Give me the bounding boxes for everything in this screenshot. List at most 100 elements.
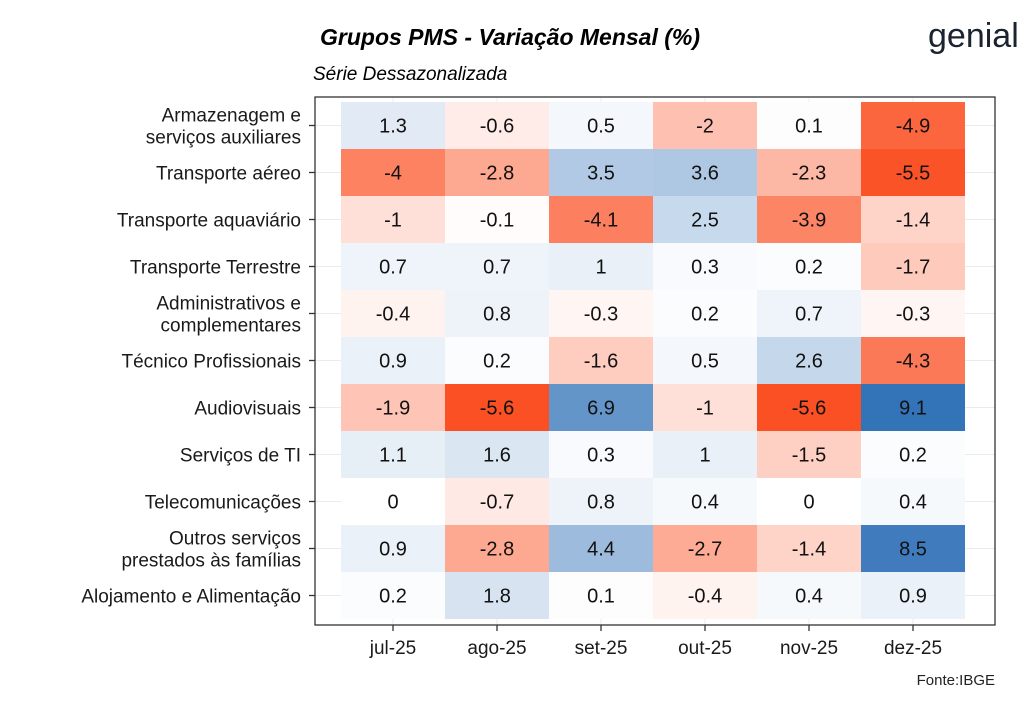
x-tick-label: jul-25 <box>369 638 416 659</box>
heatmap-cell <box>861 384 965 431</box>
heatmap-cell <box>341 243 445 290</box>
cell-value-label: -0.3 <box>584 304 618 326</box>
heatmap-cell <box>861 149 965 196</box>
heatmap-cell <box>445 243 549 290</box>
heatmap-cell <box>757 149 861 196</box>
cell-value-label: 0.7 <box>483 257 511 279</box>
heatmap-cell <box>341 290 445 337</box>
x-tick-label: nov-25 <box>780 638 838 659</box>
y-axis: Armazenagem e serviços auxiliares Transpor… <box>81 106 315 608</box>
cell-value-label: -1.9 <box>376 398 410 420</box>
y-tick-label: Serviços de TI <box>180 446 301 467</box>
heatmap-cell <box>653 478 757 525</box>
cell-value-label: 1.8 <box>483 586 511 608</box>
cell-value-label: 0.9 <box>379 539 407 561</box>
cell-value-label: 0.4 <box>795 586 823 608</box>
x-axis: jul-25 ago-25 set-25 out-25 nov-25 dez-25 <box>369 625 942 659</box>
heatmap-cell <box>549 431 653 478</box>
cell-value-label: 3.5 <box>587 163 615 185</box>
cell-value-label: 0.5 <box>691 351 719 373</box>
y-tick-label: Armazenagem e serviços auxiliares <box>146 106 301 149</box>
cell-value-label: -4.1 <box>584 210 618 232</box>
heatmap-cell <box>757 384 861 431</box>
cell-value-label: -3.9 <box>792 210 826 232</box>
heatmap-cell <box>341 572 445 619</box>
cell-value-label: 0.4 <box>899 492 927 514</box>
cell-value-label: -1 <box>696 398 714 420</box>
heatmap-cell <box>653 431 757 478</box>
heatmap-cell <box>445 337 549 384</box>
heatmap-cell <box>549 337 653 384</box>
cell-value-label: -2.7 <box>688 539 722 561</box>
cell-value-label: -1 <box>384 210 402 232</box>
heatmap-cell <box>341 384 445 431</box>
heatmap-cell <box>341 337 445 384</box>
cell-value-label: 0.3 <box>587 445 615 467</box>
heatmap-cell <box>341 102 445 149</box>
heatmap-cells <box>341 102 965 619</box>
cell-value-label: 9.1 <box>899 398 927 420</box>
heatmap-cell <box>549 102 653 149</box>
cell-value-label: 1.6 <box>483 445 511 467</box>
x-tick-label: out-25 <box>678 638 732 659</box>
cell-value-label: -1.6 <box>584 351 618 373</box>
heatmap-cell <box>757 478 861 525</box>
cell-value-label: 2.6 <box>795 351 823 373</box>
y-tick-label: Audiovisuais <box>194 399 301 420</box>
chart-title: Grupos PMS - Variação Mensal (%) <box>320 24 700 50</box>
cell-value-label: 0.2 <box>483 351 511 373</box>
heatmap-cell <box>549 149 653 196</box>
cell-value-label: -4.9 <box>896 116 930 138</box>
cell-value-label: 0.2 <box>691 304 719 326</box>
cell-value-label: 0.1 <box>795 116 823 138</box>
heatmap-cell <box>861 102 965 149</box>
cell-value-labels: 1.3 -0.6 0.5 -2 0.1 -4.9 -4 -2.8 3.5 3.6 -2.3 -5.5 -… <box>376 116 930 608</box>
x-tick-label: dez-25 <box>884 638 942 659</box>
cell-value-label: 0.8 <box>587 492 615 514</box>
cell-value-label: -1.5 <box>792 445 826 467</box>
heatmap-cell <box>445 525 549 572</box>
cell-value-label: 0.3 <box>691 257 719 279</box>
x-tick-label: ago-25 <box>467 638 526 659</box>
heatmap-cell <box>653 102 757 149</box>
heatmap-cell <box>757 243 861 290</box>
heatmap-cell <box>549 243 653 290</box>
y-tick-label: Transporte aéreo <box>156 164 301 185</box>
source-note: Fonte:IBGE <box>917 672 995 689</box>
heatmap-cell <box>549 384 653 431</box>
heatmap-cell <box>445 149 549 196</box>
heatmap-cell <box>445 102 549 149</box>
cell-value-label: 3.6 <box>691 163 719 185</box>
heatmap-cell <box>549 525 653 572</box>
y-tick-label: Transporte aquaviário <box>117 211 301 232</box>
y-tick-label: Administrativos e complementares <box>156 294 301 337</box>
cell-value-label: -0.6 <box>480 116 514 138</box>
heatmap-cell <box>861 478 965 525</box>
heatmap-cell <box>445 431 549 478</box>
cell-value-label: -4 <box>384 163 402 185</box>
chart-subtitle: Série Dessazonalizada <box>313 64 507 85</box>
cell-value-label: 0 <box>387 492 398 514</box>
cell-value-label: -5.5 <box>896 163 930 185</box>
cell-value-label: 1.1 <box>379 445 407 467</box>
heatmap-cell <box>653 196 757 243</box>
cell-value-label: 0.4 <box>691 492 719 514</box>
cell-value-label: 0.7 <box>379 257 407 279</box>
cell-value-label: 1 <box>699 445 710 467</box>
cell-value-label: 0.2 <box>795 257 823 279</box>
cell-value-label: -2 <box>696 116 714 138</box>
y-tick-label: Alojamento e Alimentação <box>81 587 301 608</box>
heatmap-cell <box>653 290 757 337</box>
heatmap-cell <box>861 196 965 243</box>
cell-value-label: -2.8 <box>480 163 514 185</box>
heatmap-cell <box>445 478 549 525</box>
heatmap-cell <box>861 431 965 478</box>
y-tick-label: Transporte Terrestre <box>130 258 301 279</box>
cell-value-label: 0.1 <box>587 586 615 608</box>
heatmap-cell <box>757 102 861 149</box>
cell-value-label: 0.7 <box>795 304 823 326</box>
cell-value-label: -0.4 <box>688 586 722 608</box>
heatmap-cell <box>861 243 965 290</box>
heatmap-cell <box>549 572 653 619</box>
